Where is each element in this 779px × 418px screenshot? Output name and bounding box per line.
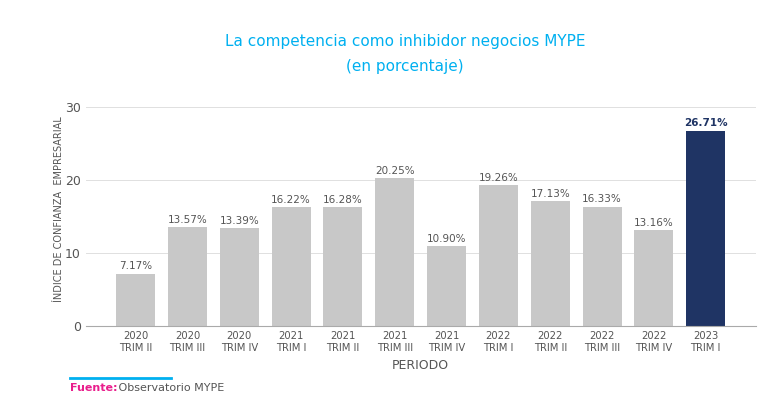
Text: 17.13%: 17.13% (530, 189, 570, 199)
Text: 26.71%: 26.71% (684, 118, 728, 128)
Text: 10.90%: 10.90% (427, 234, 467, 244)
Bar (220, 228, 259, 326)
Bar (686, 131, 725, 326)
Bar (272, 207, 311, 326)
Text: (en porcentaje): (en porcentaje) (347, 59, 464, 74)
Text: 7.17%: 7.17% (119, 261, 152, 271)
Text: 20.25%: 20.25% (375, 166, 414, 176)
Y-axis label: ÍNDICE DE CONFIANZA  EMPRESARIAL: ÍNDICE DE CONFIANZA EMPRESARIAL (55, 116, 65, 302)
Bar (634, 230, 673, 326)
Bar (583, 206, 622, 326)
Bar (323, 207, 362, 326)
X-axis label: PERIODO: PERIODO (392, 359, 449, 372)
Bar (168, 227, 207, 326)
Text: Observatorio MYPE: Observatorio MYPE (115, 383, 224, 393)
Text: 16.28%: 16.28% (323, 195, 363, 205)
Text: 16.33%: 16.33% (582, 194, 622, 204)
Text: 13.39%: 13.39% (220, 216, 259, 226)
Text: La competencia como inhibidor negocios MYPE: La competencia como inhibidor negocios M… (225, 34, 585, 49)
Bar (116, 274, 155, 326)
Bar (375, 178, 414, 326)
Text: 13.16%: 13.16% (634, 218, 674, 227)
Text: 19.26%: 19.26% (478, 173, 518, 183)
Bar (530, 201, 569, 326)
Bar (479, 185, 518, 326)
Text: 13.57%: 13.57% (167, 214, 207, 224)
Text: 16.22%: 16.22% (271, 195, 311, 205)
Bar (427, 246, 466, 326)
Text: Fuente:: Fuente: (70, 383, 118, 393)
